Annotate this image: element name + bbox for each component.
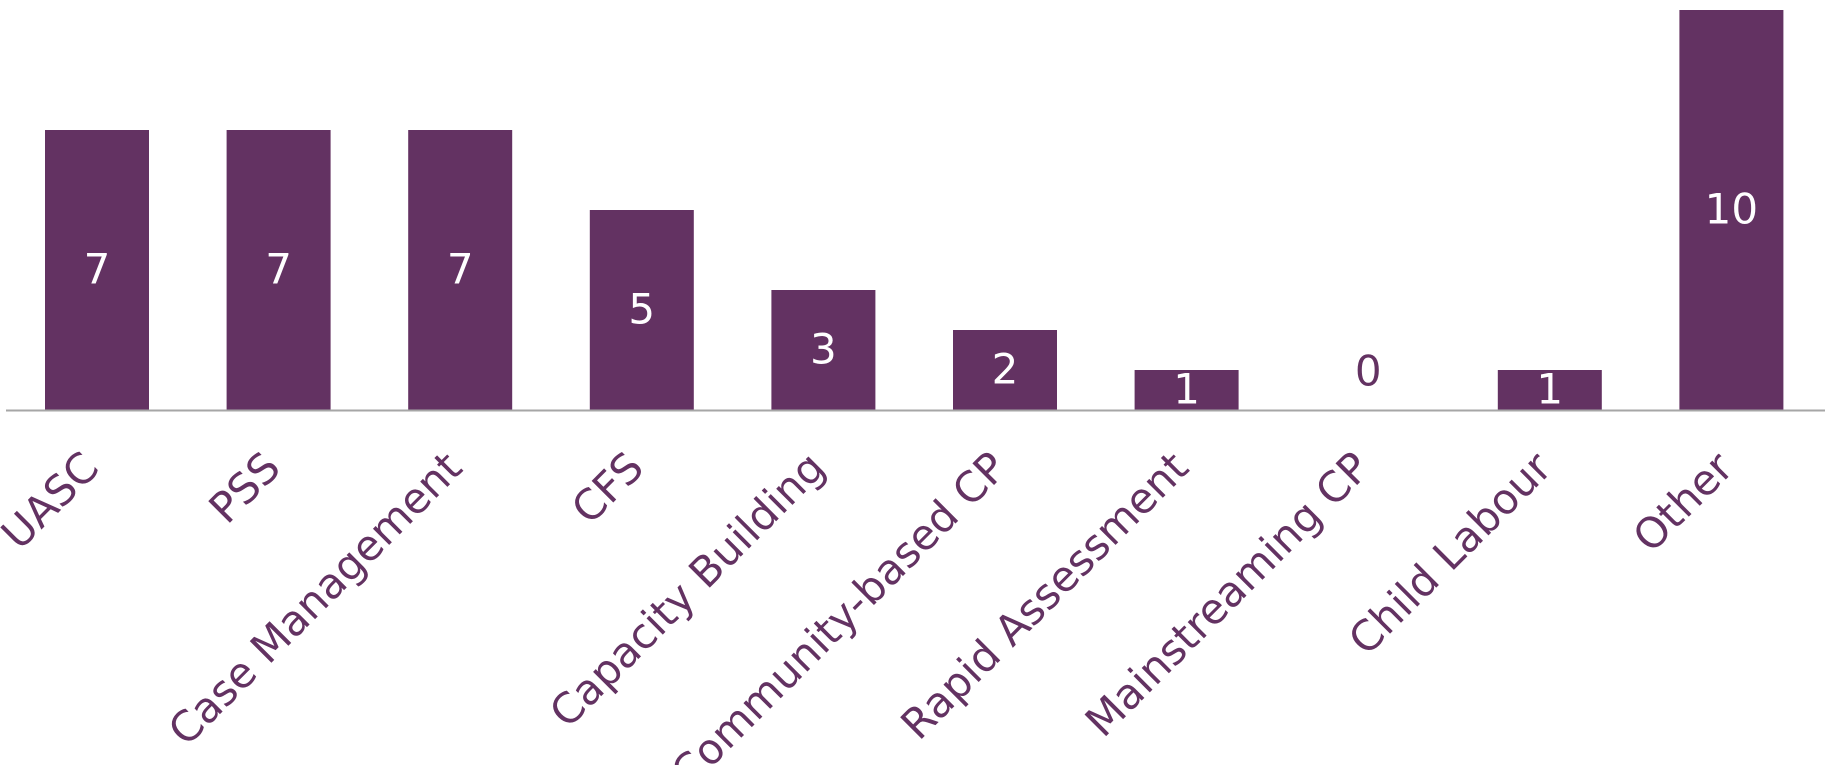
data-label-case-management: 7 bbox=[447, 245, 474, 294]
data-label-capacity-building: 3 bbox=[810, 325, 837, 374]
data-label-cfs: 5 bbox=[628, 285, 655, 334]
data-label-rapid-assessment: 1 bbox=[1173, 365, 1200, 414]
bars-layer bbox=[45, 10, 1783, 410]
category-label-community-based-cp: Community-based CP bbox=[662, 442, 1016, 765]
category-label-other: Other bbox=[1623, 442, 1742, 561]
category-label-pss: PSS bbox=[199, 442, 289, 532]
data-label-child-labour: 1 bbox=[1536, 365, 1563, 414]
category-label-uasc: UASC bbox=[0, 442, 108, 558]
data-label-mainstreaming-cp: 0 bbox=[1355, 347, 1382, 396]
category-label-cfs: CFS bbox=[562, 442, 653, 533]
data-label-pss: 7 bbox=[265, 245, 292, 294]
data-label-community-based-cp: 2 bbox=[992, 345, 1019, 394]
data-label-other: 10 bbox=[1705, 185, 1758, 234]
data-label-uasc: 7 bbox=[84, 245, 111, 294]
category-label-case-management: Case Management bbox=[159, 442, 471, 754]
